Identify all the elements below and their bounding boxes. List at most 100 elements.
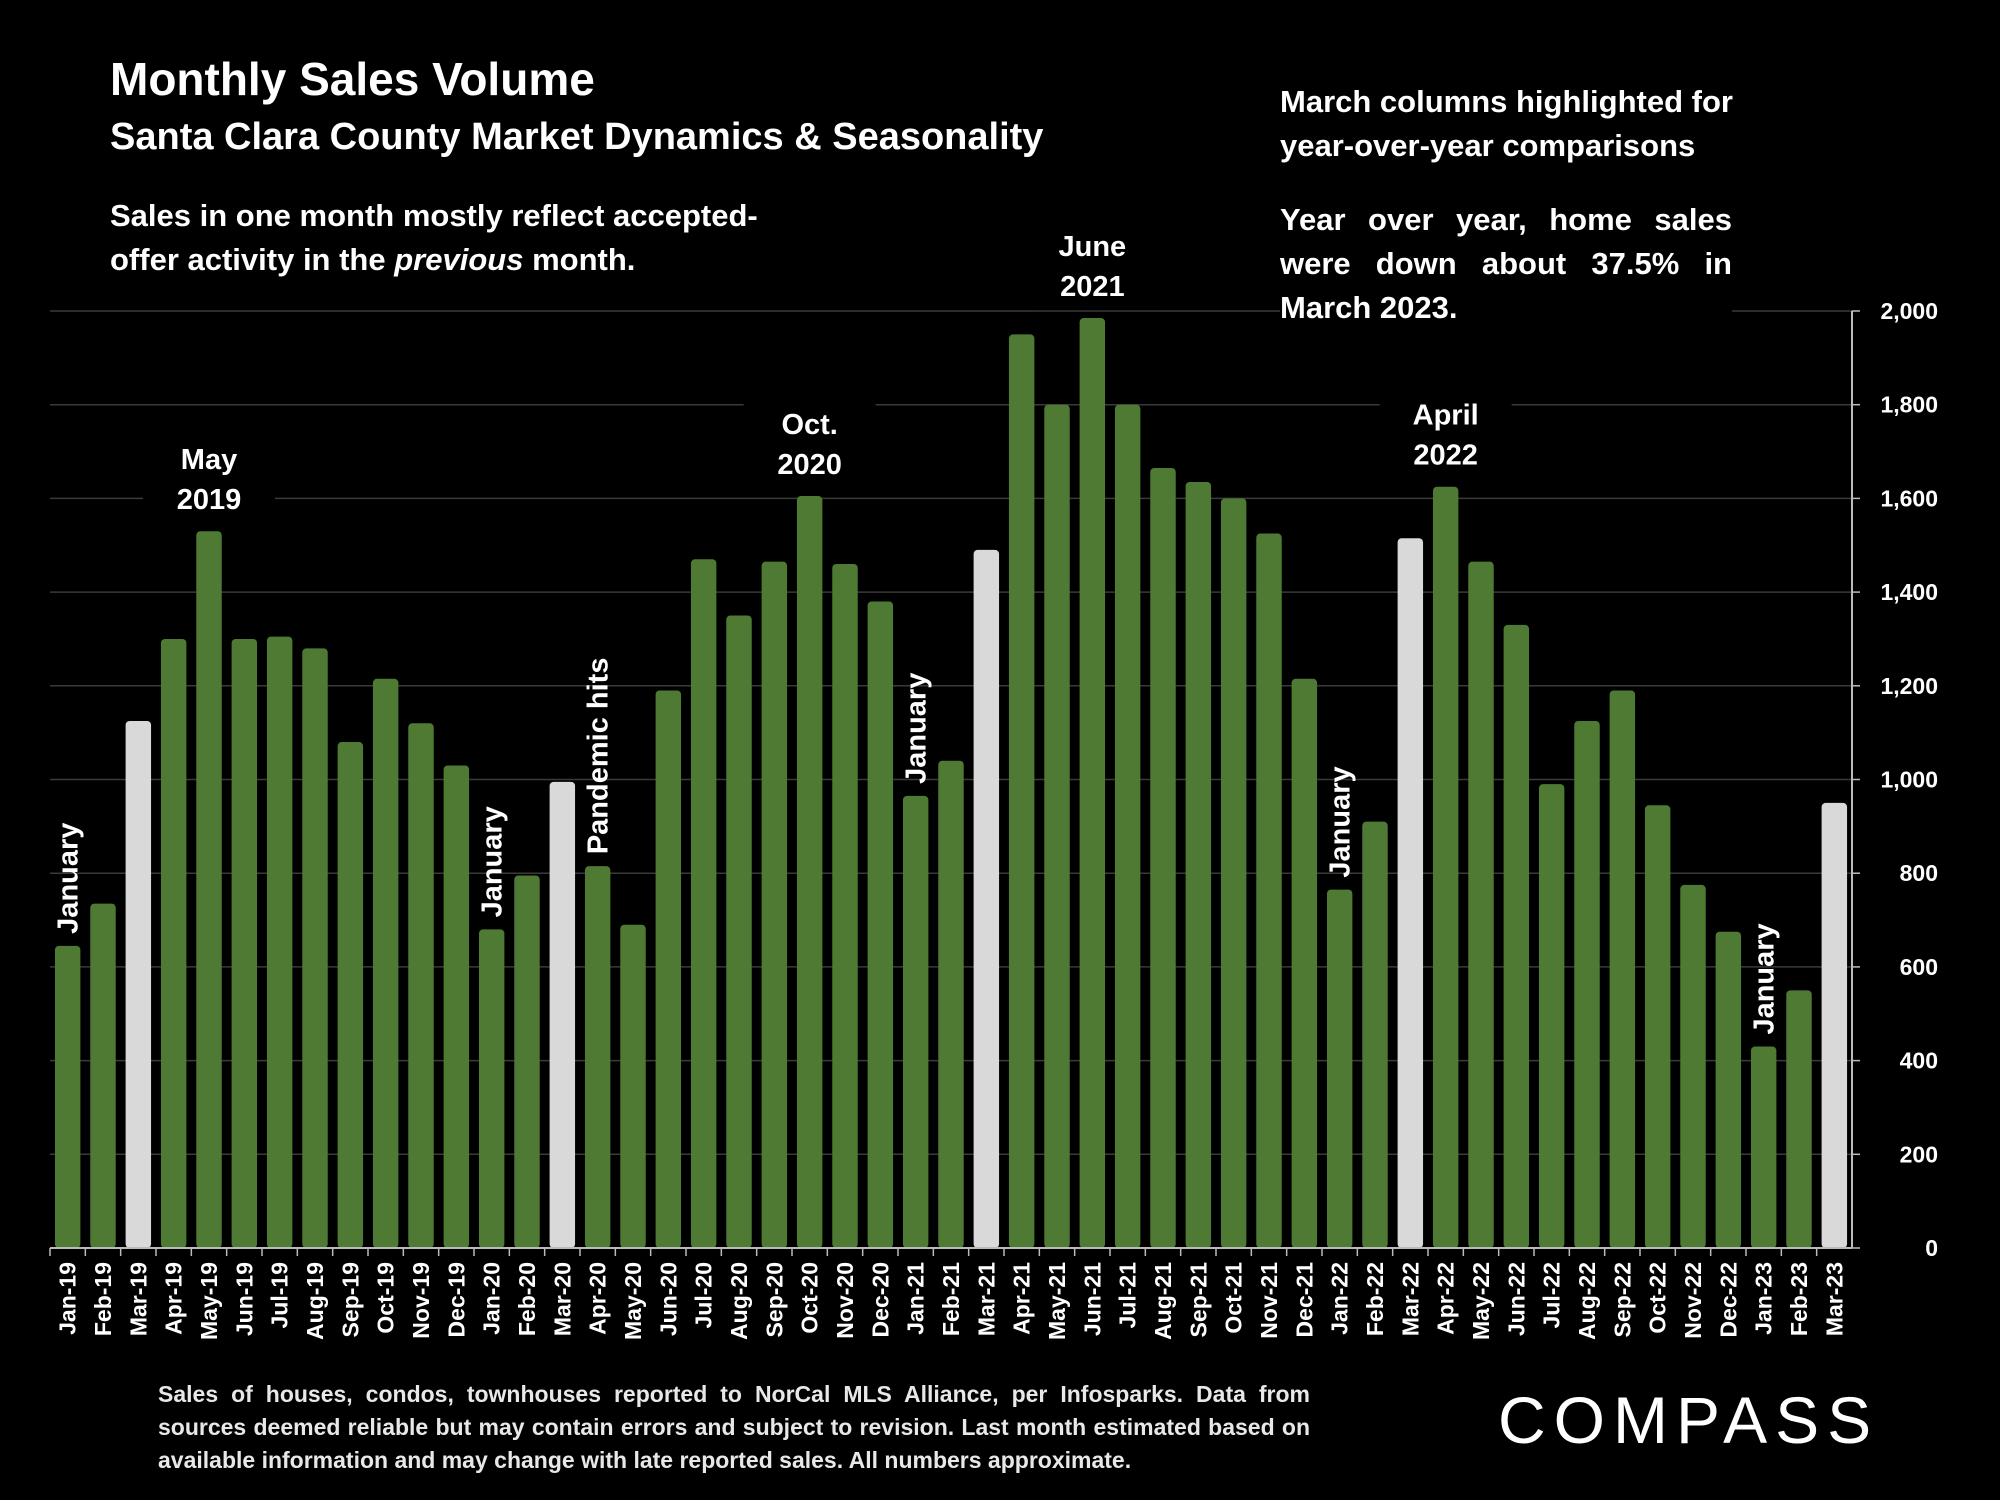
x-tick-label: Jan-19 <box>55 1262 81 1335</box>
x-tick-label: May-22 <box>1468 1262 1494 1340</box>
bar <box>1750 1046 1777 1248</box>
x-tick-label: Nov-21 <box>1256 1262 1282 1339</box>
x-tick-label: Aug-21 <box>1150 1262 1176 1340</box>
y-tick-label: 1,200 <box>1880 673 1938 699</box>
bar-highlighted <box>125 720 152 1248</box>
annotation-label: Pandemic hits <box>583 658 615 855</box>
annotations: January May 2019 January Pandemic hits Oct. 20… <box>53 222 1781 1035</box>
highlight-note: March columns highlighted for year-over-… <box>1280 84 1733 163</box>
annotation-backing <box>1379 390 1512 479</box>
bar <box>1609 690 1636 1248</box>
x-tick-label: Jan-20 <box>479 1262 505 1335</box>
x-tick-label: Mar-19 <box>125 1262 151 1336</box>
x-tick-label: Jun-20 <box>655 1262 681 1336</box>
activity-note-emphasis: previous <box>394 242 524 277</box>
bar <box>1008 334 1035 1248</box>
bar <box>867 601 894 1248</box>
bar <box>1574 720 1600 1248</box>
bar <box>1680 884 1706 1248</box>
x-tick-label: Sep-22 <box>1609 1262 1635 1337</box>
bar-highlighted <box>549 781 576 1248</box>
bar <box>1044 404 1070 1248</box>
x-tick-label: Jul-21 <box>1115 1262 1141 1329</box>
bar <box>726 615 752 1248</box>
x-tick-label: Jan-23 <box>1751 1262 1777 1335</box>
x-tick-label: Nov-22 <box>1680 1262 1706 1339</box>
bar <box>1220 498 1247 1248</box>
annotation-backing <box>143 435 275 524</box>
x-tick-label: Feb-23 <box>1786 1262 1812 1336</box>
bar <box>1644 805 1671 1248</box>
y-tick-label: 400 <box>1900 1048 1938 1074</box>
bars <box>54 318 1848 1249</box>
x-tick-label: May-20 <box>620 1262 646 1340</box>
chart-title: Monthly Sales Volume <box>110 53 595 105</box>
bar <box>514 875 540 1248</box>
chart-subtitle: Santa Clara County Market Dynamics & Sea… <box>110 116 1044 158</box>
x-tick-label: Mar-23 <box>1821 1262 1847 1336</box>
x-tick-label: Dec-19 <box>443 1262 469 1337</box>
annotation-label: June <box>1058 231 1126 263</box>
compass-logo: COMPASS <box>1498 1383 1880 1457</box>
x-tick-label: Mar-21 <box>973 1262 999 1336</box>
bar <box>902 795 929 1248</box>
y-tick-label: 600 <box>1900 954 1938 980</box>
bar <box>443 765 470 1248</box>
annotation-label: January <box>1749 923 1781 1034</box>
x-tick-label: Jul-19 <box>267 1262 293 1328</box>
x-tick-label: Sep-19 <box>337 1262 363 1337</box>
annotation-label: 2020 <box>777 449 842 481</box>
x-tick-label: Feb-20 <box>514 1262 540 1336</box>
x-tick-labels: Jan-19 Feb-19 Mar-19 Apr-19 May-19 Jun-19 Jul-… <box>55 1262 1848 1340</box>
x-tick-label: Apr-19 <box>161 1262 187 1335</box>
bar <box>584 866 611 1248</box>
x-tick-label: Feb-21 <box>938 1262 964 1336</box>
x-tick-label: Apr-21 <box>1009 1262 1035 1335</box>
bar <box>1291 678 1318 1248</box>
y-tick-label: 800 <box>1900 860 1938 886</box>
annotation-backing <box>1026 222 1159 311</box>
bar <box>938 760 964 1248</box>
x-tick-label: Nov-19 <box>408 1262 434 1339</box>
bar <box>796 496 823 1248</box>
bar <box>761 561 788 1248</box>
bar <box>1150 467 1176 1248</box>
x-tick-label: Feb-22 <box>1362 1262 1388 1336</box>
bar <box>1362 821 1388 1248</box>
x-tick-label: Apr-22 <box>1433 1262 1459 1335</box>
x-tick-label: Feb-19 <box>90 1262 116 1336</box>
x-tick-label: Dec-20 <box>867 1262 893 1337</box>
x-tick-label: Nov-20 <box>832 1262 858 1339</box>
y-tick-label: 1,600 <box>1880 485 1938 511</box>
bar <box>620 924 646 1248</box>
bar <box>372 678 399 1248</box>
bar <box>1432 486 1459 1248</box>
annotation-label: January <box>53 823 85 934</box>
annotation-label: 2022 <box>1413 440 1478 472</box>
y-tick-label: 1,000 <box>1880 767 1938 793</box>
x-tick-label: Jul-20 <box>691 1262 717 1328</box>
x-tick-label: Aug-22 <box>1574 1262 1600 1340</box>
annotation-label: Oct. <box>781 409 837 441</box>
bar <box>1079 318 1106 1249</box>
annotation-label: January <box>477 806 509 917</box>
bar <box>90 903 116 1248</box>
bar <box>1256 533 1282 1248</box>
x-tick-label: Mar-20 <box>549 1262 575 1336</box>
y-tick-label: 2,000 <box>1880 298 1938 324</box>
bar <box>266 636 293 1248</box>
x-tick-label: Jun-19 <box>231 1262 257 1336</box>
bar <box>231 638 258 1248</box>
x-tick-label: Jul-22 <box>1539 1262 1565 1328</box>
y-tick-label: 1,400 <box>1880 579 1938 605</box>
activity-note: Sales in one month mostly reflect accept… <box>110 194 810 282</box>
bar <box>1503 624 1530 1248</box>
x-tick-label: Oct-22 <box>1645 1262 1671 1334</box>
source-footnote: Sales of houses, condos, townhouses repo… <box>158 1381 1310 1473</box>
bar-highlighted <box>973 549 1000 1248</box>
x-tick-label: Oct-19 <box>373 1262 399 1334</box>
bar <box>1538 784 1565 1248</box>
annotation-label: January <box>901 673 933 784</box>
bar <box>1715 931 1742 1248</box>
